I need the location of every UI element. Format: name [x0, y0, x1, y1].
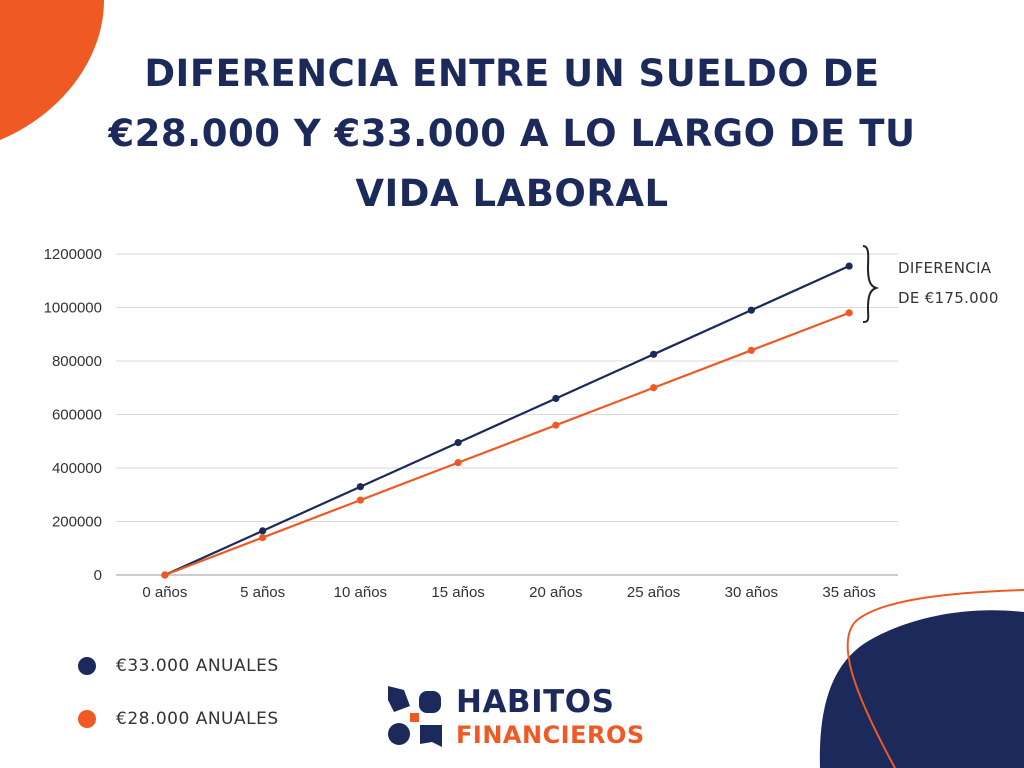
y-tick-label: 0 — [94, 567, 102, 584]
bottom-right-navy-blob — [819, 610, 1024, 768]
y-tick-label: 600000 — [52, 407, 102, 424]
page-title-line-1: DIFERENCIA ENTRE UN SUELDO DE — [144, 52, 880, 95]
bottom-right-orange-curve — [846, 589, 1024, 768]
page-title-line-2: €28.000 Y €33.000 A LO LARGO DE TU — [108, 112, 916, 155]
top-left-orange-blob — [0, 0, 104, 140]
series-1-point — [650, 384, 658, 392]
series-0-point — [356, 483, 364, 491]
annotation-line-2: DE €175.000 — [898, 289, 999, 307]
series-1-point — [747, 346, 755, 354]
x-tick-label: 25 años — [627, 584, 680, 601]
series-1-point — [454, 459, 462, 467]
x-tick-label: 0 años — [142, 584, 187, 601]
x-tick-label: 30 años — [725, 584, 778, 601]
legend-label: €33.000 ANUALES — [116, 656, 279, 676]
logo-text-habitos: HABITOS — [456, 684, 615, 720]
series-0-point — [747, 306, 755, 314]
y-tick-label: 1000000 — [44, 300, 102, 317]
x-tick-label: 35 años — [822, 584, 875, 601]
x-tick-label: 20 años — [529, 584, 582, 601]
legend-item-28000: €28.000 ANUALES — [78, 707, 279, 731]
series-line-1 — [164, 311, 850, 577]
legend-dot-orange-icon — [78, 710, 96, 728]
x-tick-label: 15 años — [431, 584, 484, 601]
series-line-0 — [164, 265, 850, 577]
series — [161, 262, 853, 579]
series-1-point — [845, 309, 853, 317]
series-1-point — [552, 421, 560, 429]
legend-dot-navy-icon — [78, 657, 96, 675]
series-0-point — [650, 350, 658, 358]
series-0-point — [845, 262, 853, 270]
x-tick-label: 5 años — [240, 584, 285, 601]
y-tick-label: 200000 — [52, 514, 102, 531]
x-tick-label: 10 años — [334, 584, 387, 601]
y-tick-label: 1200000 — [44, 246, 102, 263]
series-0-point — [259, 527, 267, 535]
series-1-point — [356, 496, 364, 504]
legend-item-33000: €33.000 ANUALES — [78, 654, 279, 678]
series-0-point — [552, 394, 560, 403]
y-tick-label: 800000 — [52, 353, 102, 370]
page-title-line-3: VIDA LABORAL — [355, 172, 669, 215]
axes: 0 200000 400000 600000 800000 1000000 1200000 0… — [44, 246, 898, 601]
series-0-point — [454, 438, 462, 447]
annotation-line-1: DIFERENCIA — [898, 259, 992, 277]
y-tick-label: 400000 — [52, 460, 102, 477]
curly-brace-icon — [862, 245, 880, 323]
series-1-point — [161, 571, 169, 579]
grid-lines — [116, 253, 898, 522]
logo-text-financieros: FINANCIEROS — [456, 721, 645, 749]
series-1-point — [259, 533, 267, 542]
legend-label: €28.000 ANUALES — [116, 709, 279, 729]
